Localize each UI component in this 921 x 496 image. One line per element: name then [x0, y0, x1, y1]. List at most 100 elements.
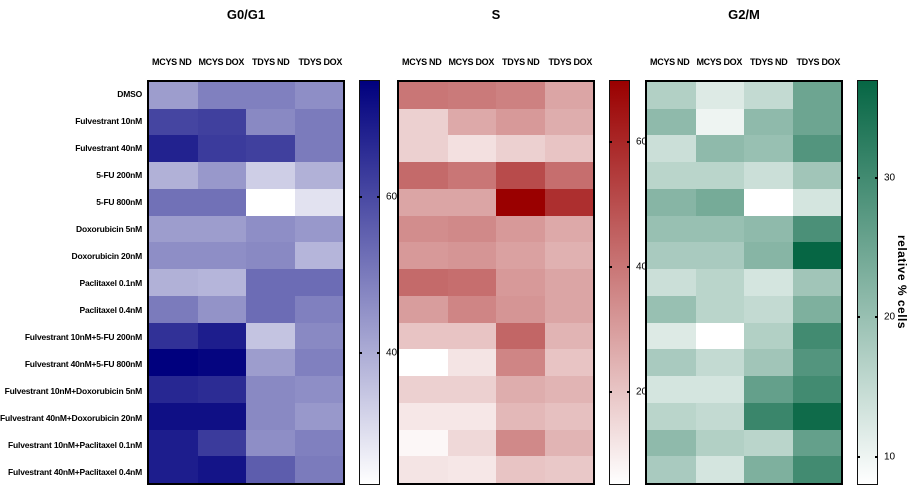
heatmap-cell: [496, 456, 545, 483]
y-axis-label: relative % cells: [895, 235, 909, 330]
heatmap-cell: [695, 376, 744, 403]
heatmap-cell: [294, 456, 343, 483]
heatmap-cell: [695, 108, 744, 136]
heatmap-cell: [792, 429, 841, 457]
colorbar-tick: [857, 176, 860, 179]
heatmap-cell: [246, 322, 295, 350]
heatmap-cell: [544, 429, 593, 457]
heatmap-cell: [447, 215, 496, 243]
heatmap-cell: [294, 242, 343, 270]
heatmap-cell: [744, 108, 793, 136]
heatmap-cell: [792, 349, 841, 377]
heatmap-cell: [149, 402, 198, 430]
heatmap-cell: [792, 322, 841, 350]
colorbar-tick: [857, 316, 860, 319]
column-headers: MCYS ND MCYS DOX TDYS ND TDYS DOX: [147, 57, 345, 67]
heatmap-cell: [792, 376, 841, 403]
heatmap-cell: [149, 82, 198, 109]
colorbar-gradient: [359, 80, 380, 485]
heatmap-cell: [496, 188, 545, 216]
heatmap-cell: [197, 402, 246, 430]
heatmap-cell: [792, 135, 841, 163]
column-header: MCYS ND: [650, 57, 690, 67]
colorbar-tick: [359, 351, 362, 354]
colorbar-tick: [377, 351, 380, 354]
column-header: TDYS ND: [252, 57, 290, 67]
heatmap-cell: [197, 295, 246, 323]
heatmap-cell: [294, 215, 343, 243]
heatmap-cell: [792, 108, 841, 136]
heatmap-cell: [744, 188, 793, 216]
colorbar-tick: [627, 141, 630, 144]
colorbar-tick-label: 20: [636, 386, 648, 398]
colorbar-g2m: 30 20 10: [857, 80, 895, 485]
column-header: MCYS ND: [152, 57, 192, 67]
colorbar-tick-label: 10: [884, 451, 896, 463]
heatmap-cell: [544, 188, 593, 216]
column-header: TDYS ND: [750, 57, 788, 67]
colorbar-tick-label: 60: [386, 191, 398, 203]
heatmap-cell: [544, 295, 593, 323]
heatmap-cell: [149, 322, 198, 350]
heatmap-cell: [399, 215, 448, 243]
heatmap-cell: [647, 188, 696, 216]
heatmap-cell: [399, 269, 448, 296]
heatmap-cell: [149, 269, 198, 296]
heatmap-cell: [496, 82, 545, 109]
heatmap-cell: [246, 242, 295, 270]
heatmap-cell: [294, 82, 343, 109]
row-label: Fulvestrant 10nM+Doxorubicin 5nM: [4, 385, 143, 396]
heatmap-cell: [647, 349, 696, 377]
heatmap-cell: [447, 429, 496, 457]
heatmap-cell: [544, 108, 593, 136]
heatmap-cell: [197, 429, 246, 457]
row-label: Fulvestrant 40nM+5-FU 800nM: [24, 358, 142, 369]
colorbar-tick-label: 60: [636, 136, 648, 148]
heatmap-cell: [399, 376, 448, 403]
colorbar-gradient: [857, 80, 878, 485]
heatmap-cell: [197, 162, 246, 189]
heatmap-cell: [447, 295, 496, 323]
heatmap-cell: [744, 162, 793, 189]
heatmap-grid-g2m: [645, 80, 843, 485]
heatmap-cell: [792, 295, 841, 323]
row-label: Paclitaxel 0.1nM: [79, 277, 143, 288]
heatmap-cell: [447, 322, 496, 350]
heatmap-cell: [197, 135, 246, 163]
heatmap-cell: [792, 162, 841, 189]
heatmap-cell: [149, 456, 198, 483]
heatmap-cell: [399, 456, 448, 483]
heatmap-cell: [744, 295, 793, 323]
heatmap-cell: [544, 242, 593, 270]
column-header: TDYS DOX: [796, 57, 841, 67]
column-headers: MCYS ND MCYS DOX TDYS ND TDYS DOX: [645, 57, 843, 67]
heatmap-cell: [647, 322, 696, 350]
heatmap-cell: [647, 242, 696, 270]
heatmap-cell: [246, 135, 295, 163]
heatmap-cell: [294, 269, 343, 296]
heatmap-cell: [496, 215, 545, 243]
colorbar-tick: [875, 176, 878, 179]
heatmap-cell: [647, 82, 696, 109]
heatmap-cell: [246, 108, 295, 136]
colorbar-tick: [875, 456, 878, 459]
heatmap-cell: [149, 376, 198, 403]
heatmap-cell: [695, 215, 744, 243]
colorbar-gradient: [609, 80, 630, 485]
colorbar-tick: [609, 141, 612, 144]
heatmap-cell: [496, 349, 545, 377]
heatmap-cell: [447, 269, 496, 296]
heatmap-cell: [246, 162, 295, 189]
heatmap-cell: [294, 402, 343, 430]
heatmap-cell: [744, 269, 793, 296]
column-headers: MCYS ND MCYS DOX TDYS ND TDYS DOX: [397, 57, 595, 67]
heatmap-cell: [149, 135, 198, 163]
heatmap-cell: [695, 322, 744, 350]
heatmap-cell: [744, 456, 793, 483]
heatmap-panel-g0g1: G0/G1 MCYS ND MCYS DOX TDYS ND TDYS DOX 60 4…: [147, 0, 397, 496]
colorbar-tick: [857, 456, 860, 459]
heatmap-cell: [447, 108, 496, 136]
heatmap-panel-s: S MCYS ND MCYS DOX TDYS ND TDYS DOX 60 40 20: [397, 0, 647, 496]
colorbar-g0g1: 60 40: [359, 80, 397, 485]
